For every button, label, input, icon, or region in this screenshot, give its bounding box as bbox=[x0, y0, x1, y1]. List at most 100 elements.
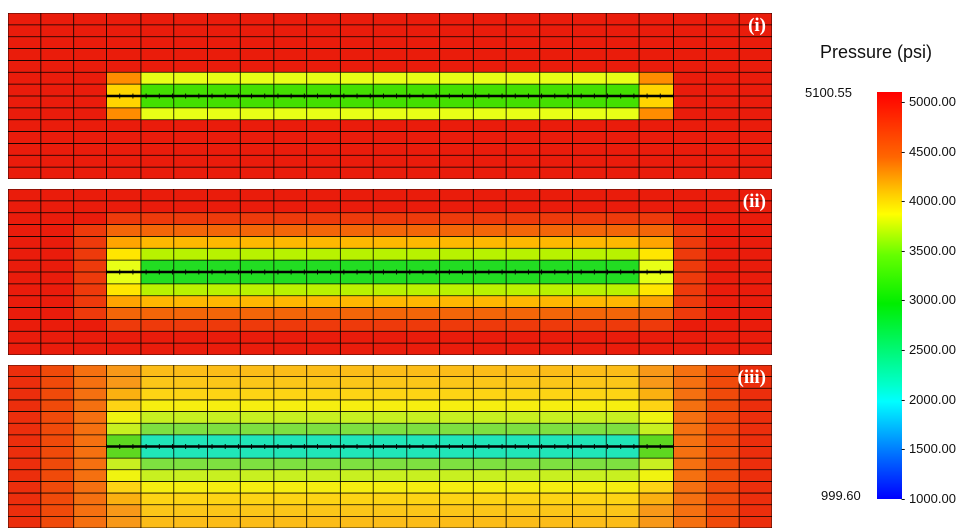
grid-cell bbox=[207, 36, 241, 50]
legend-tick-label: 2000.00 bbox=[901, 393, 956, 406]
grid-cell bbox=[506, 458, 541, 471]
grid-cell bbox=[340, 236, 374, 249]
grid-cell bbox=[373, 283, 408, 297]
grid-cell bbox=[40, 96, 75, 109]
grid-cell bbox=[340, 458, 374, 471]
grid-cell bbox=[706, 72, 740, 85]
grid-cell bbox=[8, 411, 42, 424]
grid-cell bbox=[173, 365, 208, 378]
grid-cell bbox=[207, 248, 241, 261]
grid-cell bbox=[673, 434, 707, 447]
grid-cell bbox=[739, 399, 772, 413]
grid-cell bbox=[739, 119, 772, 133]
grid-cell bbox=[40, 167, 75, 179]
grid-cell bbox=[373, 200, 408, 214]
grid-cell bbox=[173, 319, 208, 332]
grid-cell bbox=[240, 155, 275, 168]
grid-cell bbox=[473, 446, 507, 459]
grid-cell bbox=[506, 365, 541, 378]
grid-cell bbox=[140, 481, 175, 494]
grid-cell bbox=[173, 131, 208, 144]
grid-cell bbox=[606, 446, 640, 459]
grid-cell bbox=[40, 411, 75, 424]
grid-cell bbox=[173, 13, 208, 26]
grid-cell bbox=[606, 60, 640, 73]
grid-cell bbox=[373, 96, 408, 109]
grid-cell bbox=[406, 493, 441, 506]
grid-cell bbox=[406, 469, 441, 482]
grid-cell bbox=[572, 131, 607, 144]
grid-cell bbox=[140, 200, 175, 214]
grid-cell bbox=[306, 212, 341, 226]
grid-cell bbox=[207, 411, 241, 424]
grid-cell bbox=[140, 248, 175, 261]
grid-cell bbox=[439, 319, 474, 332]
grid-cell bbox=[207, 48, 241, 61]
grid-cell bbox=[306, 155, 341, 168]
grid-cell bbox=[739, 248, 772, 261]
grid-cell bbox=[606, 365, 640, 378]
grid-cell bbox=[539, 319, 574, 332]
grid-cell bbox=[706, 434, 740, 447]
grid-cell bbox=[273, 388, 308, 401]
grid-cell bbox=[306, 343, 341, 355]
grid-cell bbox=[140, 343, 175, 355]
grid-cell bbox=[373, 458, 408, 471]
grid-cell bbox=[506, 307, 541, 320]
grid-cell bbox=[207, 469, 241, 482]
grid-cell bbox=[539, 434, 574, 447]
grid-cell bbox=[739, 469, 772, 482]
grid-cell bbox=[40, 283, 75, 297]
grid-cell bbox=[8, 60, 42, 73]
grid-cell bbox=[240, 343, 275, 355]
grid-cell bbox=[240, 516, 275, 528]
grid-cell bbox=[739, 319, 772, 332]
grid-cell bbox=[73, 423, 108, 436]
grid-cell bbox=[140, 376, 175, 389]
grid-cell bbox=[173, 493, 208, 506]
grid-cell bbox=[140, 307, 175, 320]
grid-cell bbox=[439, 376, 474, 389]
grid-cell bbox=[73, 365, 108, 378]
grid-cell bbox=[173, 331, 208, 344]
grid-cell bbox=[40, 399, 75, 413]
grid-cell bbox=[140, 446, 175, 459]
grid-cell bbox=[639, 143, 674, 156]
grid-cell bbox=[306, 434, 341, 447]
grid-cell bbox=[73, 516, 108, 528]
grid-cell bbox=[506, 143, 541, 156]
grid-cell bbox=[173, 272, 208, 285]
grid-cell bbox=[673, 343, 707, 355]
grid-cell bbox=[572, 469, 607, 482]
grid-cell bbox=[8, 212, 42, 226]
grid-cell bbox=[173, 504, 208, 517]
grid-cell bbox=[173, 343, 208, 355]
grid-cell bbox=[439, 236, 474, 249]
grid-cell bbox=[639, 189, 674, 202]
grid-cell bbox=[539, 411, 574, 424]
grid-cell bbox=[673, 24, 707, 38]
grid-cell bbox=[439, 60, 474, 73]
grid-cell bbox=[73, 272, 108, 285]
grid-cell bbox=[473, 423, 507, 436]
grid-cell bbox=[240, 319, 275, 332]
grid-cell bbox=[606, 260, 640, 273]
grid-cell bbox=[273, 399, 308, 413]
grid-cell bbox=[506, 60, 541, 73]
grid-cell bbox=[439, 423, 474, 436]
grid-cell bbox=[8, 504, 42, 517]
grid-cell bbox=[539, 504, 574, 517]
grid-cell bbox=[572, 272, 607, 285]
grid-cell bbox=[140, 72, 175, 85]
grid-cell bbox=[240, 504, 275, 517]
grid-cell bbox=[373, 469, 408, 482]
grid-cell bbox=[273, 224, 308, 237]
grid-cell bbox=[439, 365, 474, 378]
grid-cell bbox=[40, 516, 75, 528]
grid-cell bbox=[572, 167, 607, 179]
grid-cell bbox=[373, 36, 408, 50]
grid-cell bbox=[473, 388, 507, 401]
grid-cell bbox=[506, 446, 541, 459]
grid-cell bbox=[373, 189, 408, 202]
grid-cell bbox=[40, 189, 75, 202]
